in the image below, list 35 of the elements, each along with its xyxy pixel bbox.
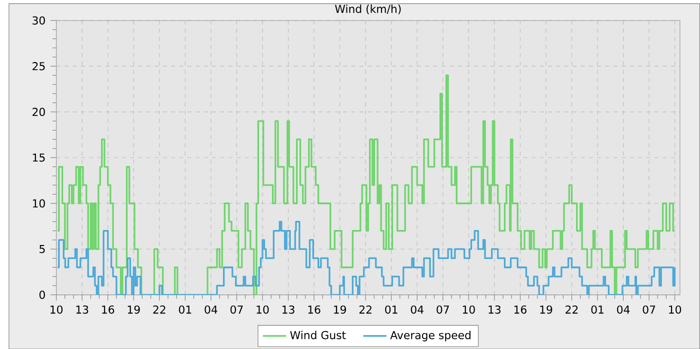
y-tick-label: 30 (32, 16, 45, 24)
x-tick-label: 22 (566, 305, 578, 314)
x-tick-label: 07 (436, 305, 449, 314)
x-tick-label: 16 (102, 305, 114, 314)
x-tick-label: 10 (462, 305, 475, 314)
legend-label: Wind Gust (290, 330, 346, 340)
x-tick-label: 19 (540, 305, 552, 314)
x-tick-label: 10 (50, 305, 63, 314)
x-tick-label: 16 (514, 305, 526, 314)
x-tick-label: 07 (642, 305, 656, 314)
y-tick-label: 0 (39, 290, 45, 299)
chart-title: Wind (km/h) (335, 4, 401, 14)
x-tick-label: 19 (334, 305, 346, 314)
x-tick-label: 13 (76, 305, 88, 314)
x-tick-label: 07 (230, 305, 243, 314)
x-tick-label: 10 (256, 305, 269, 314)
x-tick-label: 04 (617, 305, 630, 314)
x-tick-label: 01 (591, 305, 604, 314)
y-tick-label: 10 (32, 199, 45, 208)
x-tick-label: 22 (153, 305, 166, 314)
x-tick-label: 10 (669, 305, 682, 314)
legend-label: Average speed (390, 330, 470, 342)
y-tick-label: 15 (32, 153, 45, 162)
x-tick-label: 04 (410, 305, 424, 314)
x-tick-label: 19 (128, 305, 140, 314)
y-tick-label: 5 (40, 244, 45, 253)
x-tick-label: 04 (204, 305, 218, 314)
y-tick-label: 25 (32, 62, 45, 70)
y-tick-label: 20 (32, 108, 45, 116)
x-tick-label: 16 (308, 305, 320, 314)
x-tick-label: 01 (385, 305, 398, 314)
x-tick-label: 13 (282, 305, 294, 314)
x-tick-label: 13 (488, 305, 501, 314)
x-tick-label: 22 (359, 305, 372, 314)
x-tick-label: 01 (178, 305, 192, 314)
